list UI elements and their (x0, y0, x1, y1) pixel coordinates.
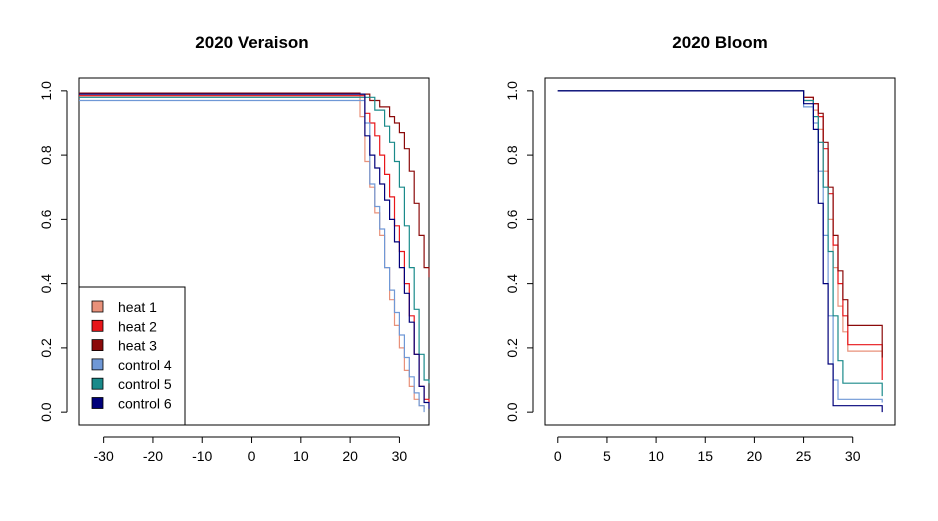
chart-title: 2020 Bloom (672, 33, 767, 52)
legend-swatch (91, 397, 104, 409)
y-tick-label: 0.6 (38, 209, 54, 229)
series-layer (79, 92, 430, 413)
plot-frame (78, 77, 430, 426)
x-tick-label: 25 (796, 448, 812, 464)
x-tick-label: -20 (143, 448, 163, 464)
series-line-control-6 (557, 90, 883, 413)
y-tick-label: 1.0 (38, 81, 54, 101)
y-tick-label: 0.6 (504, 209, 520, 229)
series-layer (557, 90, 883, 413)
legend-swatch (91, 339, 104, 352)
y-tick-label: 0.0 (38, 402, 54, 422)
chart-title: 2020 Veraison (195, 33, 308, 52)
legend-swatch (91, 319, 104, 332)
axes-layer: -30 -20 -10 0 10 20 30 0.0 0.2 0.4 0.6 0.8 1.0 (38, 81, 407, 464)
x-tick-label: 0 (248, 448, 256, 464)
legend-label: heat 1 (118, 299, 157, 315)
legend-label: control 6 (118, 396, 172, 412)
series-line-heat-3 (79, 92, 430, 278)
x-tick-label: 20 (747, 448, 763, 464)
legend-swatch (91, 300, 104, 313)
y-tick-label: 0.4 (38, 274, 54, 294)
x-tick-label: 20 (342, 448, 358, 464)
y-tick-label: 0.8 (38, 145, 54, 165)
x-tick-label: 15 (697, 448, 713, 464)
x-tick-label: -30 (94, 448, 114, 464)
legend-swatch (91, 377, 104, 390)
series-line-heat-3 (557, 90, 883, 358)
veraison-panel: 2020 Veraison -30 -20 -10 0 10 20 30 0.0 0.2 0.4 0… (38, 33, 430, 464)
x-tick-label: 30 (392, 448, 408, 464)
y-tick-label: 0.0 (504, 402, 520, 422)
legend-label: control 4 (118, 357, 172, 373)
x-tick-label: 5 (603, 448, 611, 464)
legend-label: heat 2 (118, 318, 157, 334)
bloom-panel: 2020 Bloom 0 5 10 15 20 25 30 0.0 0.2 0.4 0.6 0.8 1.… (504, 33, 896, 464)
y-tick-label: 0.2 (504, 338, 520, 358)
legend-swatch (91, 358, 104, 371)
x-tick-label: 0 (554, 448, 562, 464)
legend: heat 1 heat 2 heat 3 control 4 control 5 cont… (78, 286, 186, 426)
plot-frame (544, 77, 896, 426)
x-tick-label: 30 (845, 448, 861, 464)
axes-layer: 0 5 10 15 20 25 30 0.0 0.2 0.4 0.6 0.8 1.0 (504, 81, 861, 464)
series-line-control-6 (79, 93, 430, 409)
series-line-control-5 (557, 90, 883, 397)
x-tick-label: -10 (192, 448, 212, 464)
x-tick-label: 10 (293, 448, 309, 464)
y-tick-label: 1.0 (504, 81, 520, 101)
legend-label: heat 3 (118, 338, 157, 354)
y-tick-label: 0.8 (504, 145, 520, 165)
legend-items: heat 1 heat 2 heat 3 control 4 control 5 cont… (91, 299, 172, 412)
y-tick-label: 0.4 (504, 274, 520, 294)
x-tick-label: 10 (648, 448, 664, 464)
legend-label: control 5 (118, 376, 172, 392)
y-tick-label: 0.2 (38, 338, 54, 358)
